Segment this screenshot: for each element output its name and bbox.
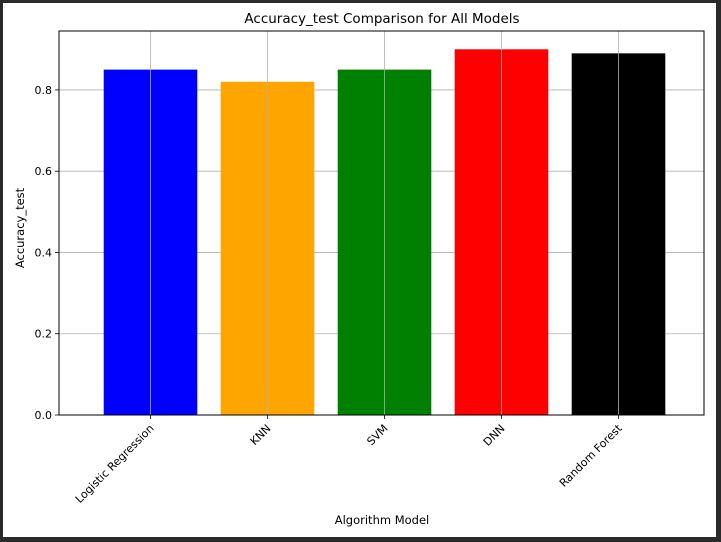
y-tick-label: 0.4	[35, 246, 53, 259]
chart-figure: Accuracy_test Comparison for All Models …	[3, 3, 716, 537]
x-tick-label: Logistic Regression	[73, 422, 157, 506]
y-tick-label: 0.8	[35, 84, 53, 97]
bar-chart: Accuracy_test Comparison for All Models …	[13, 11, 705, 527]
x-tick-label: SVM	[364, 422, 390, 448]
vertical-grid-lines	[150, 31, 619, 415]
x-axis: Logistic Regression KNN SVM DNN Random Fores…	[73, 415, 625, 506]
y-axis: 0.0 0.2 0.4 0.6 0.8	[35, 84, 59, 422]
x-axis-label: Algorithm Model	[335, 513, 430, 527]
y-tick-label: 0.2	[35, 328, 53, 341]
x-tick-label: KNN	[248, 422, 274, 448]
x-tick-label: DNN	[481, 422, 508, 449]
chart-title: Accuracy_test Comparison for All Models	[244, 11, 519, 27]
x-tick-label: Random Forest	[557, 421, 625, 489]
y-axis-label: Accuracy_test	[13, 187, 27, 268]
y-tick-label: 0.0	[35, 409, 53, 422]
y-tick-label: 0.6	[35, 165, 53, 178]
plot-frame	[58, 30, 705, 416]
